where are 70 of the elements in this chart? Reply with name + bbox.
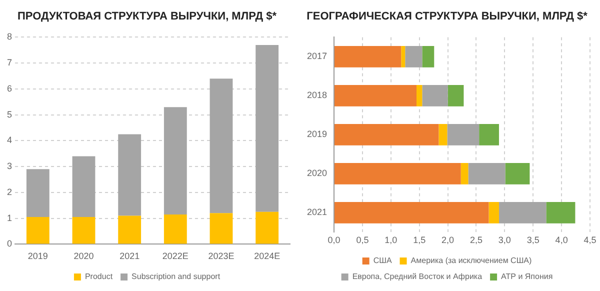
x-tick-label: 2023E xyxy=(208,251,234,262)
bar xyxy=(164,107,187,214)
y-tick-label: 2017 xyxy=(306,51,328,62)
y-tick-label: 1 xyxy=(6,212,12,223)
bar xyxy=(479,124,499,146)
bar xyxy=(164,214,187,244)
bar xyxy=(334,162,461,184)
bar xyxy=(422,84,448,106)
bar xyxy=(72,156,96,218)
bar xyxy=(334,202,489,224)
y-tick-label: 6 xyxy=(6,83,12,94)
y-tick-label: 5 xyxy=(6,109,12,120)
x-tick-label: 2,0 xyxy=(442,235,454,246)
bar xyxy=(546,202,576,224)
bar xyxy=(416,84,422,106)
x-tick-label: 0,5 xyxy=(356,235,369,246)
chart-title: ГЕОГРАФИЧЕСКАЯ СТРУКТУРА ВЫРУЧКИ, МЛРД $* xyxy=(306,10,588,23)
y-tick-label: 2019 xyxy=(306,129,328,140)
bar xyxy=(488,202,499,224)
bar xyxy=(72,217,96,244)
x-tick-label: 2019 xyxy=(28,251,48,262)
legend-label: АТР и Япония xyxy=(501,272,553,282)
bar xyxy=(334,84,417,106)
bar xyxy=(460,162,468,184)
x-tick-label: 2021 xyxy=(120,251,140,262)
x-tick-label: 2020 xyxy=(74,251,94,262)
x-tick-label: 0,0 xyxy=(328,235,340,246)
bar xyxy=(256,44,279,212)
legend-label: Product xyxy=(84,272,114,282)
y-tick-label: 0 xyxy=(6,238,12,249)
bar xyxy=(505,162,530,184)
chart-title: ПРОДУКТОВАЯ СТРУКТУРА ВЫРУЧКИ, МЛРД $* xyxy=(18,10,278,23)
legend-label: Америка (за исключением США) xyxy=(410,256,532,266)
legend-label: Европа, Средний Восток и Африка xyxy=(352,272,483,282)
bar xyxy=(334,124,439,146)
y-tick-label: 2020 xyxy=(306,168,328,178)
bar xyxy=(448,84,464,106)
bar xyxy=(26,217,50,244)
bar xyxy=(118,216,142,244)
bar xyxy=(447,124,480,146)
legend-label: США xyxy=(373,256,392,266)
legend-label: Subscription and support xyxy=(132,272,221,282)
bar xyxy=(118,134,142,216)
x-tick-label: 2022E xyxy=(162,251,188,262)
x-tick-label: 2024E xyxy=(254,251,280,262)
y-tick-label: 2 xyxy=(6,186,12,197)
x-tick-label: 3,5 xyxy=(526,235,540,246)
bar xyxy=(401,46,406,68)
bar xyxy=(405,46,422,68)
x-tick-label: 1,0 xyxy=(384,235,398,246)
y-tick-label: 2018 xyxy=(306,90,328,100)
bar xyxy=(498,202,546,224)
bar xyxy=(438,124,448,146)
x-tick-label: 4,5 xyxy=(584,235,596,246)
y-tick-label: 8 xyxy=(6,32,12,42)
bar xyxy=(334,46,402,68)
y-tick-label: 7 xyxy=(6,58,12,68)
x-tick-label: 2,5 xyxy=(470,235,482,246)
y-tick-label: 4 xyxy=(6,135,12,146)
bar xyxy=(210,78,233,214)
x-tick-label: 3,0 xyxy=(498,235,511,246)
bar xyxy=(210,213,233,244)
bar xyxy=(468,162,506,184)
bar xyxy=(422,46,434,68)
x-tick-label: 4,0 xyxy=(555,235,568,246)
bar xyxy=(256,212,279,244)
y-tick-label: 3 xyxy=(6,161,12,172)
x-tick-label: 1,5 xyxy=(413,235,426,246)
bar xyxy=(26,169,50,218)
y-tick-label: 2021 xyxy=(306,207,328,218)
